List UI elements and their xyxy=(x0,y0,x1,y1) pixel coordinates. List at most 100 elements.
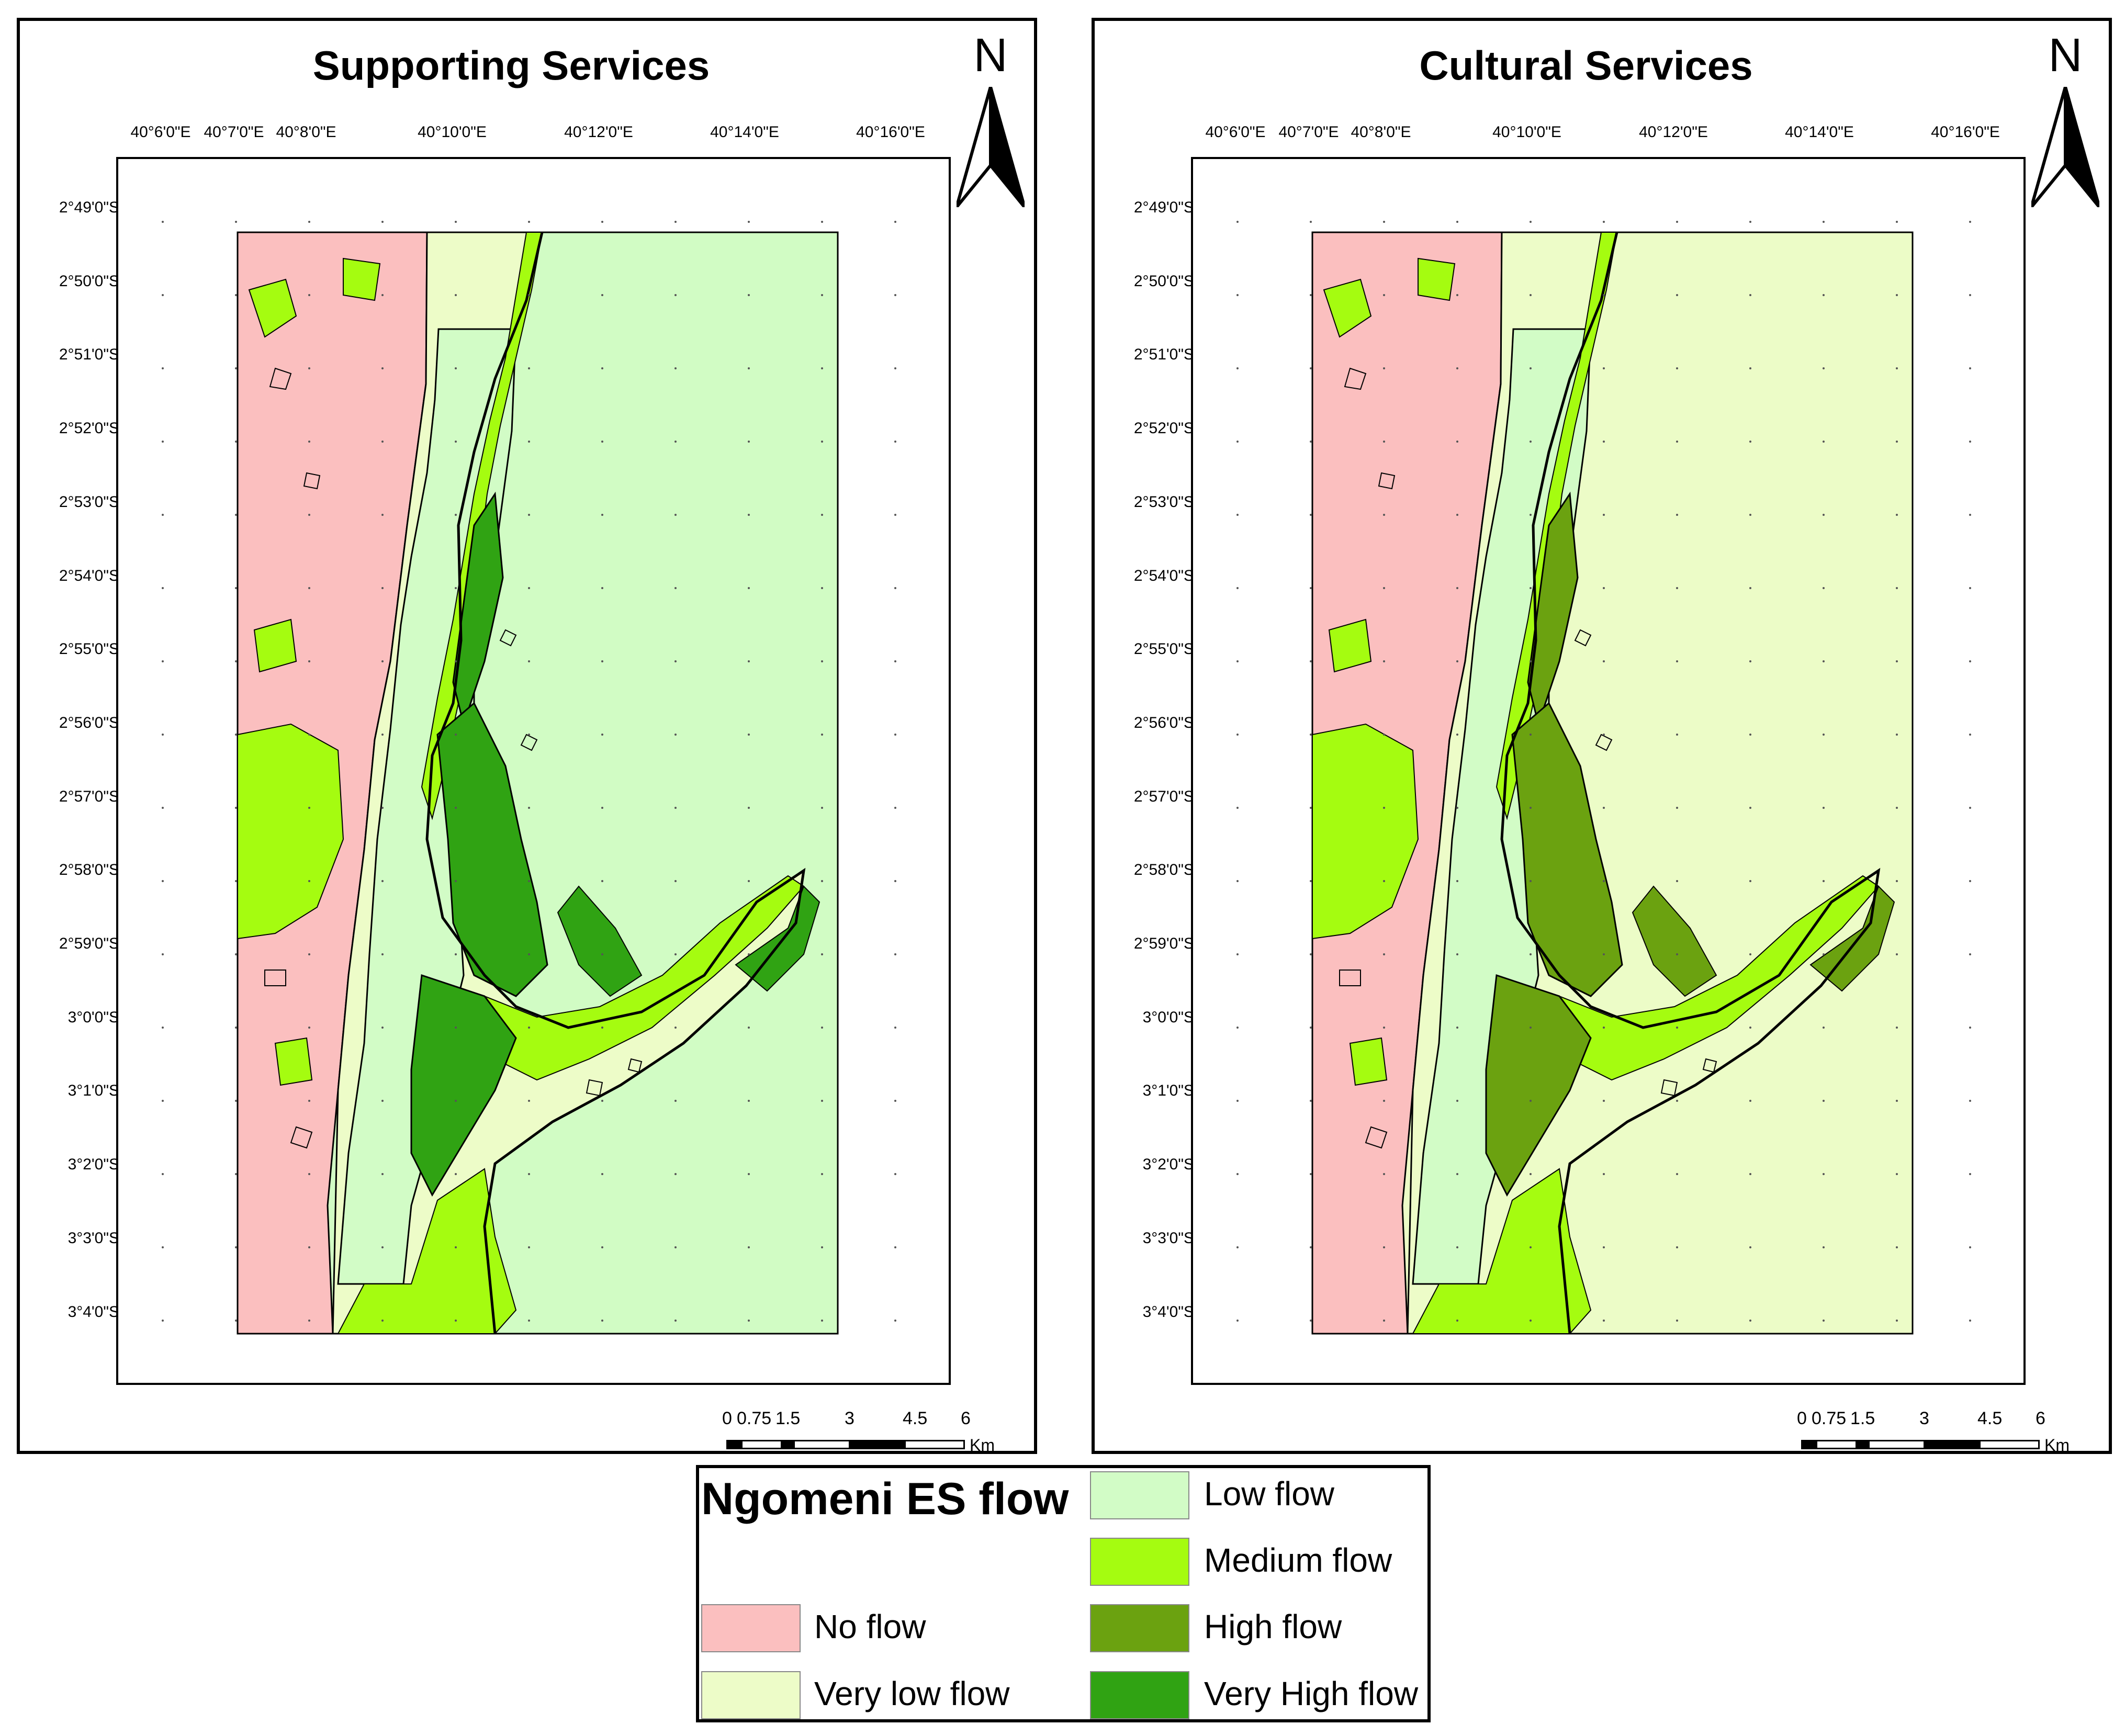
legend-label-no-flow: No flow xyxy=(814,1608,926,1645)
latitude-tick-label: 2°59'0"S xyxy=(1133,935,1194,952)
latitude-tick-label: 2°51'0"S xyxy=(59,346,119,364)
scale-label: 6 xyxy=(961,1408,971,1428)
latitude-tick-label: 2°58'0"S xyxy=(1133,861,1194,879)
legend-label-very-high-flow: Very High flow xyxy=(1204,1675,1419,1712)
scale-bar-graphic xyxy=(1801,1440,2040,1449)
legend-swatch-no-flow xyxy=(701,1604,801,1652)
latitude-tick-label: 3°0'0"S xyxy=(68,1008,119,1026)
scale-segment xyxy=(780,1441,795,1448)
longitude-tick-label: 40°7'0"E xyxy=(1278,123,1339,141)
longitude-tick-label: 40°8'0"E xyxy=(276,123,336,141)
legend-label-high-flow: High flow xyxy=(1204,1608,1342,1645)
north-arrow-icon xyxy=(2031,87,2099,207)
longitude-tick-label: 40°6'0"E xyxy=(130,123,191,141)
map-panel-cultural-services: Cultural Services N 40°6'0"E 40°7'0"E 40°8… xyxy=(1092,18,2112,1456)
latitude-tick-label: 2°59'0"S xyxy=(59,935,119,952)
scale-segment xyxy=(906,1441,963,1448)
scale-unit: Km xyxy=(970,1436,995,1455)
latitude-tick-label: 2°56'0"S xyxy=(1133,714,1194,731)
longitude-tick-label: 40°14'0"E xyxy=(710,123,779,141)
legend-title: Ngomeni ES flow xyxy=(701,1474,1069,1524)
legend-swatch-medium-flow xyxy=(1090,1538,1189,1586)
latitude-tick-label: 2°54'0"S xyxy=(59,567,119,584)
scale-bar: 0 0.75 1.5 3 4.5 6 Km xyxy=(1797,1408,2073,1456)
latitude-tick-label: 3°2'0"S xyxy=(1142,1156,1194,1174)
north-label: N xyxy=(2048,29,2083,82)
scale-segment xyxy=(1870,1441,1924,1448)
longitude-tick-label: 40°8'0"E xyxy=(1351,123,1411,141)
longitude-tick-label: 40°12'0"E xyxy=(564,123,633,141)
latitude-tick-label: 2°55'0"S xyxy=(1133,640,1194,658)
map-panel-supporting-services: Supporting Services N 40°6'0"E 40°7'0"E 40… xyxy=(17,18,1037,1456)
latitude-tick-label: 2°58'0"S xyxy=(59,861,119,879)
latitude-tick-label: 2°50'0"S xyxy=(59,272,119,290)
latitude-tick-label: 2°53'0"S xyxy=(59,493,119,511)
north-arrow-icon xyxy=(957,87,1025,207)
latitude-tick-label: 2°57'0"S xyxy=(1133,787,1194,805)
latitude-tick-label: 3°4'0"S xyxy=(1142,1303,1194,1321)
legend-swatch-high-flow xyxy=(1090,1604,1189,1652)
scale-label: 0 xyxy=(1797,1408,1807,1428)
scale-segment xyxy=(742,1441,781,1448)
latitude-tick-label: 2°49'0"S xyxy=(1133,199,1194,216)
latitude-tick-label: 2°50'0"S xyxy=(1133,272,1194,290)
longitude-tick-label: 40°16'0"E xyxy=(1931,123,2000,141)
latitude-tick-label: 2°56'0"S xyxy=(59,714,119,731)
legend-swatch-very-low-flow xyxy=(701,1671,801,1719)
scale-label: 0 xyxy=(722,1408,732,1428)
legend-label-low-flow: Low flow xyxy=(1204,1475,1334,1513)
longitude-tick-label: 40°10'0"E xyxy=(418,123,487,141)
scale-unit: Km xyxy=(2044,1436,2070,1455)
latitude-tick-label: 2°51'0"S xyxy=(1133,346,1194,364)
scale-label: 1.5 xyxy=(1850,1408,1875,1428)
scale-bar: 0 0.75 1.5 3 4.5 6 Km xyxy=(722,1408,998,1456)
scale-segment xyxy=(1803,1441,1817,1448)
scale-segment xyxy=(795,1441,849,1448)
north-arrow: N xyxy=(951,29,1030,207)
map-legend: Ngomeni ES flow No flow Very low flow Lo… xyxy=(696,1465,1431,1722)
scale-segment xyxy=(1855,1441,1870,1448)
scale-label: 4.5 xyxy=(1977,1408,2003,1428)
map-canvas xyxy=(1236,221,1971,1335)
legend-label-very-low-flow: Very low flow xyxy=(814,1675,1010,1712)
scale-segment xyxy=(848,1441,906,1448)
map-frame xyxy=(1191,157,2026,1385)
scale-segment xyxy=(728,1441,743,1448)
latitude-tick-label: 2°54'0"S xyxy=(1133,567,1194,584)
latitude-tick-label: 3°4'0"S xyxy=(68,1303,119,1321)
scale-segment xyxy=(1817,1441,1856,1448)
latitude-tick-label: 3°3'0"S xyxy=(1142,1229,1194,1247)
latitude-tick-label: 3°0'0"S xyxy=(1142,1008,1194,1026)
longitude-tick-label: 40°12'0"E xyxy=(1639,123,1708,141)
scale-label: 0.75 xyxy=(737,1408,772,1428)
latitude-tick-label: 3°2'0"S xyxy=(68,1156,119,1174)
scale-label: 6 xyxy=(2036,1408,2045,1428)
map-frame xyxy=(116,157,951,1385)
latitude-tick-label: 3°3'0"S xyxy=(68,1229,119,1247)
scale-segment xyxy=(1981,1441,2038,1448)
latitude-tick-label: 2°57'0"S xyxy=(59,787,119,805)
scale-label: 3 xyxy=(1919,1408,1929,1428)
north-label: N xyxy=(973,29,1008,82)
legend-swatch-low-flow xyxy=(1090,1471,1189,1519)
legend-swatch-very-high-flow xyxy=(1090,1671,1189,1719)
legend-label-medium-flow: Medium flow xyxy=(1204,1541,1392,1579)
scale-label: 4.5 xyxy=(903,1408,928,1428)
latitude-tick-label: 2°52'0"S xyxy=(1133,420,1194,437)
latitude-tick-label: 2°55'0"S xyxy=(59,640,119,658)
panel-title: Supporting Services xyxy=(312,42,710,88)
longitude-tick-label: 40°10'0"E xyxy=(1492,123,1561,141)
latitude-tick-label: 3°1'0"S xyxy=(68,1082,119,1100)
north-arrow: N xyxy=(2026,29,2105,207)
longitude-tick-label: 40°7'0"E xyxy=(204,123,264,141)
panel-title: Cultural Services xyxy=(1419,42,1753,88)
longitude-tick-label: 40°6'0"E xyxy=(1205,123,1266,141)
longitude-tick-label: 40°14'0"E xyxy=(1785,123,1854,141)
latitude-tick-label: 2°52'0"S xyxy=(59,420,119,437)
map-canvas xyxy=(162,221,896,1335)
scale-label: 1.5 xyxy=(775,1408,801,1428)
scale-segment xyxy=(1923,1441,1981,1448)
latitude-tick-label: 3°1'0"S xyxy=(1142,1082,1194,1100)
latitude-tick-label: 2°49'0"S xyxy=(59,199,119,216)
longitude-tick-label: 40°16'0"E xyxy=(856,123,925,141)
